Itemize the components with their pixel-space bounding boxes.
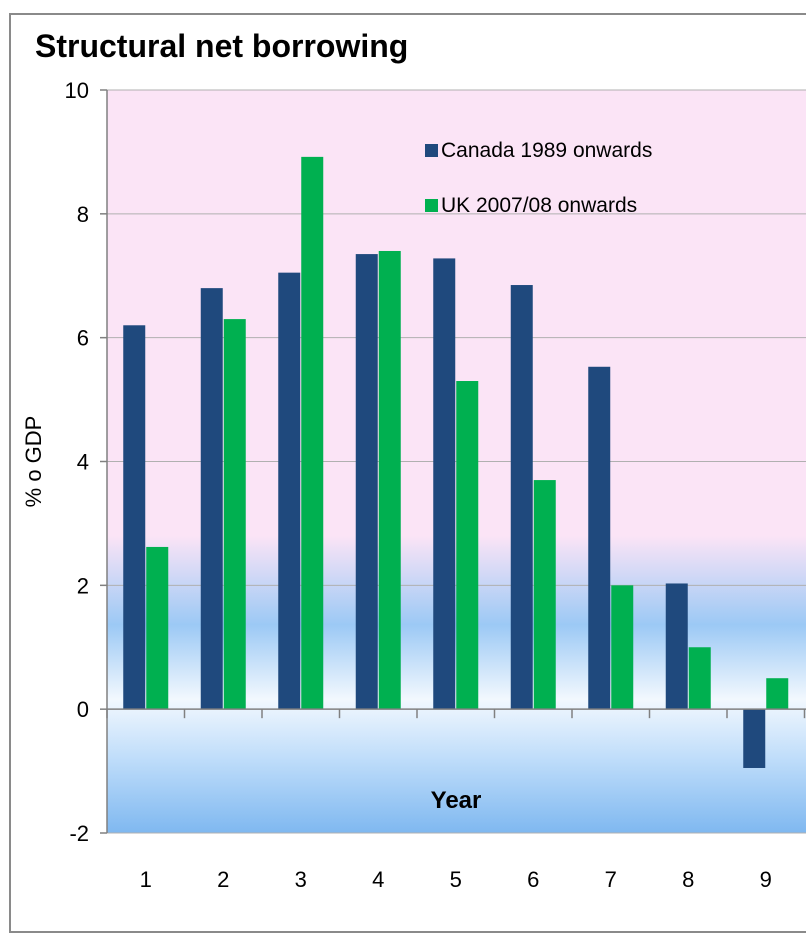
bar — [456, 381, 479, 710]
bar — [146, 546, 169, 710]
x-tick-label: 5 — [450, 867, 462, 892]
bar — [355, 254, 378, 710]
bar — [533, 480, 556, 710]
y-tick-label: 0 — [77, 697, 89, 722]
bar — [378, 250, 401, 710]
bar — [688, 647, 711, 710]
legend: Canada 1989 onwards UK 2007/08 onwards — [425, 139, 652, 217]
legend-label: UK 2007/08 onwards — [441, 194, 637, 217]
bar — [743, 709, 766, 768]
chart-frame: -2 0 2 4 6 8 10 1 2 3 4 5 6 7 8 9 Structural net borrow… — [9, 13, 806, 933]
x-tick-label: 4 — [372, 867, 384, 892]
axes — [106, 90, 806, 833]
legend-label: Canada 1989 onwards — [441, 139, 652, 162]
bar — [588, 366, 611, 710]
x-tick-label: 7 — [605, 867, 617, 892]
x-tick-label: 3 — [295, 867, 307, 892]
bar — [123, 325, 146, 710]
y-tick-label: 10 — [65, 78, 89, 103]
legend-swatch — [425, 144, 438, 157]
x-tick-label: 6 — [527, 867, 539, 892]
x-tick-label: 1 — [140, 867, 152, 892]
y-tick-label: -2 — [69, 821, 89, 846]
bar — [278, 272, 301, 710]
chart-title: Structural net borrowing — [35, 28, 408, 64]
bar — [433, 258, 456, 710]
bar — [223, 319, 246, 710]
legend-swatch — [425, 199, 438, 212]
y-tick-label: 8 — [77, 202, 89, 227]
x-tick-label: 9 — [760, 867, 772, 892]
bar — [766, 678, 789, 710]
y-tick-label: 2 — [77, 573, 89, 598]
x-axis-label: Year — [431, 787, 482, 814]
y-tick-label: 6 — [77, 326, 89, 351]
bar — [611, 585, 634, 710]
bar — [200, 288, 223, 710]
bars — [123, 156, 789, 768]
bar — [665, 583, 688, 710]
y-tick-label: 4 — [77, 450, 89, 475]
bar — [510, 285, 533, 710]
x-tick-label: 2 — [217, 867, 229, 892]
x-tick-label: 8 — [682, 867, 694, 892]
y-axis-label: % o GDP — [21, 416, 46, 508]
bar — [301, 156, 324, 710]
